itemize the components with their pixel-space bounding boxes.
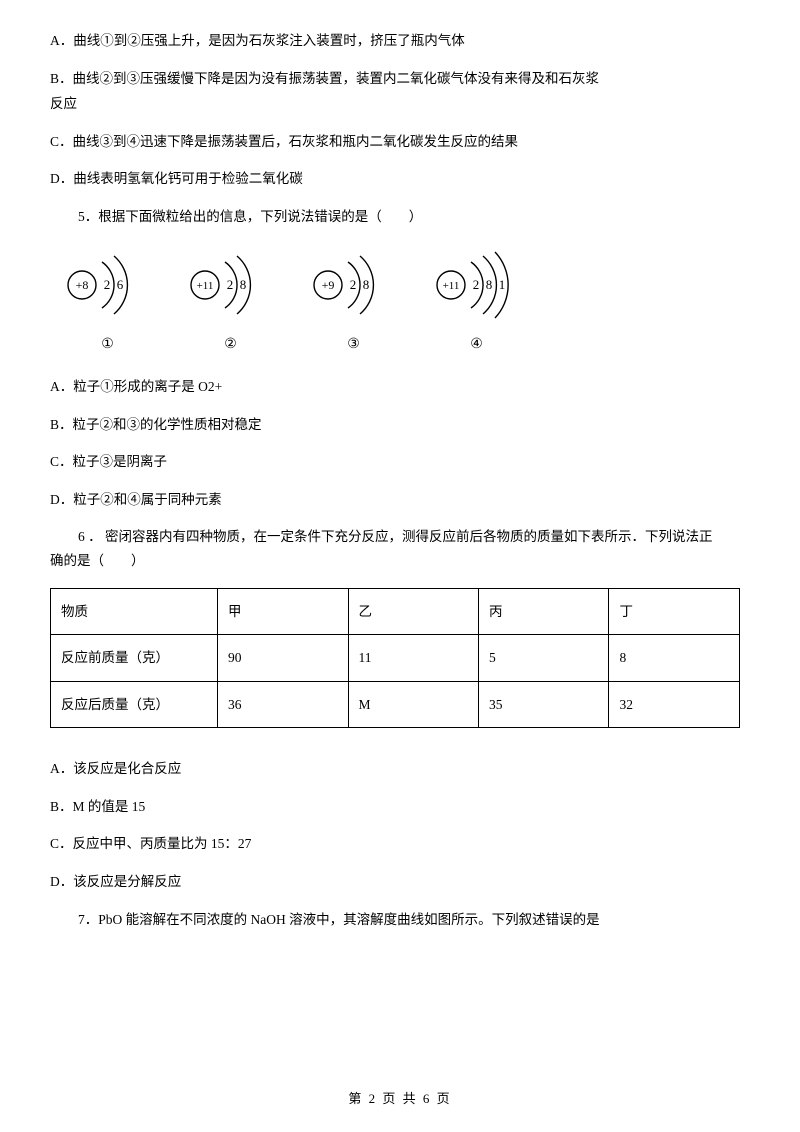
q6-option-c: C．反应中甲、丙质量比为 15：27 bbox=[50, 833, 750, 855]
atom-1: +8 2 6 bbox=[60, 250, 155, 320]
th-jia: 甲 bbox=[218, 588, 348, 635]
label-2: ② bbox=[183, 334, 278, 356]
svg-text:8: 8 bbox=[240, 277, 247, 292]
cell: M bbox=[348, 681, 478, 728]
cell: 11 bbox=[348, 635, 478, 682]
cell: 90 bbox=[218, 635, 348, 682]
label-1: ① bbox=[60, 334, 155, 356]
q6-option-a: A．该反应是化合反应 bbox=[50, 758, 750, 780]
atom-labels: ① ② ③ ④ bbox=[60, 334, 750, 356]
mass-table: 物质 甲 乙 丙 丁 反应前质量（克） 90 11 5 8 反应后质量（克） 3… bbox=[50, 588, 740, 729]
svg-text:2: 2 bbox=[104, 277, 111, 292]
svg-text:+8: +8 bbox=[76, 278, 89, 292]
svg-text:+11: +11 bbox=[443, 280, 460, 292]
q6-stem-line2: 确的是（ ） bbox=[50, 550, 750, 572]
table-row: 物质 甲 乙 丙 丁 bbox=[51, 588, 740, 635]
atom-3: +9 2 8 bbox=[306, 250, 401, 320]
svg-text:2: 2 bbox=[473, 277, 480, 292]
svg-text:8: 8 bbox=[486, 277, 493, 292]
cell: 8 bbox=[609, 635, 740, 682]
cell: 36 bbox=[218, 681, 348, 728]
label-3: ③ bbox=[306, 334, 401, 356]
atom-2: +11 2 8 bbox=[183, 250, 278, 320]
svg-text:6: 6 bbox=[117, 277, 124, 292]
q4-option-b-line2: 反应 bbox=[50, 93, 750, 115]
table-row: 反应前质量（克） 90 11 5 8 bbox=[51, 635, 740, 682]
th-substance: 物质 bbox=[51, 588, 218, 635]
q6-option-d: D．该反应是分解反应 bbox=[50, 871, 750, 893]
cell: 32 bbox=[609, 681, 740, 728]
svg-text:+11: +11 bbox=[197, 280, 214, 292]
page-footer: 第 2 页 共 6 页 bbox=[0, 1089, 800, 1110]
q6-stem-line1: 6 ． 密闭容器内有四种物质，在一定条件下充分反应，测得反应前后各物质的质量如下… bbox=[50, 526, 750, 548]
q4-option-c: C．曲线③到④迅速下降是振荡装置后，石灰浆和瓶内二氧化碳发生反应的结果 bbox=[50, 131, 750, 153]
q6-option-b: B．M 的值是 15 bbox=[50, 796, 750, 818]
q4-option-d: D．曲线表明氢氧化钙可用于检验二氧化碳 bbox=[50, 168, 750, 190]
svg-text:1: 1 bbox=[499, 277, 506, 292]
svg-text:2: 2 bbox=[227, 277, 234, 292]
th-yi: 乙 bbox=[348, 588, 478, 635]
label-4: ④ bbox=[429, 334, 524, 356]
table-row: 反应后质量（克） 36 M 35 32 bbox=[51, 681, 740, 728]
svg-text:8: 8 bbox=[363, 277, 370, 292]
q4-option-a: A．曲线①到②压强上升，是因为石灰浆注入装置时，挤压了瓶内气体 bbox=[50, 30, 750, 52]
svg-text:+9: +9 bbox=[322, 278, 335, 292]
q5-option-d: D．粒子②和④属于同种元素 bbox=[50, 489, 750, 511]
q5-option-a: A．粒子①形成的离子是 O2+ bbox=[50, 376, 750, 398]
q7-stem: 7．PbO 能溶解在不同浓度的 NaOH 溶液中，其溶解度曲线如图所示。下列叙述… bbox=[50, 909, 750, 931]
q4-option-b-line1: B．曲线②到③压强缓慢下降是因为没有振荡装置，装置内二氧化碳气体没有来得及和石灰… bbox=[50, 68, 750, 90]
th-bing: 丙 bbox=[478, 588, 608, 635]
q5-option-b: B．粒子②和③的化学性质相对稳定 bbox=[50, 414, 750, 436]
th-ding: 丁 bbox=[609, 588, 740, 635]
q5-stem: 5．根据下面微粒给出的信息，下列说法错误的是（ ） bbox=[50, 206, 750, 228]
row-after-label: 反应后质量（克） bbox=[51, 681, 218, 728]
cell: 5 bbox=[478, 635, 608, 682]
svg-text:2: 2 bbox=[350, 277, 357, 292]
q5-option-c: C．粒子③是阴离子 bbox=[50, 451, 750, 473]
cell: 35 bbox=[478, 681, 608, 728]
atom-4: +11 2 8 1 bbox=[429, 250, 534, 320]
atom-diagram-row: +8 2 6 +11 2 8 +9 2 8 +11 bbox=[60, 250, 750, 320]
row-before-label: 反应前质量（克） bbox=[51, 635, 218, 682]
